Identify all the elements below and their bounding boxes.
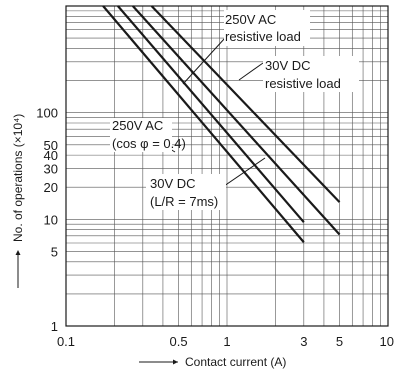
series-line-2	[117, 5, 305, 223]
series-line-1	[102, 5, 305, 243]
label-background	[224, 10, 310, 46]
y-tick-label: 5	[51, 244, 58, 259]
y-axis-arrow-head	[15, 250, 21, 255]
y-tick-label: 20	[44, 180, 58, 195]
grid	[66, 6, 388, 326]
annotation-label-1: 250V AC	[225, 12, 276, 27]
annotation-leader-2	[238, 62, 264, 81]
annotation-label-4: (L/R = 7ms)	[150, 194, 218, 209]
x-tick-label: 5	[336, 334, 343, 349]
series-lines	[102, 5, 341, 243]
annotation-label-2: resistive load	[265, 76, 341, 91]
x-axis-arrow-head	[173, 359, 178, 365]
annotation-label-4: 30V DC	[150, 176, 196, 191]
label-background	[146, 174, 226, 210]
annotation-label-1: resistive load	[225, 29, 301, 44]
label-background	[110, 118, 172, 152]
x-tick-label: 10	[380, 334, 394, 349]
series-line-3	[131, 5, 341, 236]
x-tick-label: 0.5	[169, 334, 187, 349]
annotation-leader-1	[182, 37, 226, 85]
y-tick-label: 40	[44, 148, 58, 163]
x-tick-label: 1	[223, 334, 230, 349]
annotation-label-2: 30V DC	[265, 58, 311, 73]
y-tick-label: 50	[44, 138, 58, 153]
annotation-label-3: 250V AC	[112, 118, 163, 133]
y-axis-label: No. of operations (×10⁴)	[11, 114, 25, 242]
x-tick-label: 0.1	[57, 334, 75, 349]
y-tick-label: 10	[44, 212, 58, 227]
series-line-4	[150, 5, 341, 203]
x-tick-label: 3	[300, 334, 307, 349]
x-axis-label: Contact current (A)	[185, 355, 286, 369]
annotation-label-3: (cos φ = 0.4)	[112, 136, 186, 151]
y-tick-label: 1	[51, 319, 58, 334]
label-background	[263, 56, 359, 92]
y-tick-label: 100	[36, 106, 58, 121]
plot-frame	[65, 5, 389, 327]
y-tick-label: 30	[44, 161, 58, 176]
